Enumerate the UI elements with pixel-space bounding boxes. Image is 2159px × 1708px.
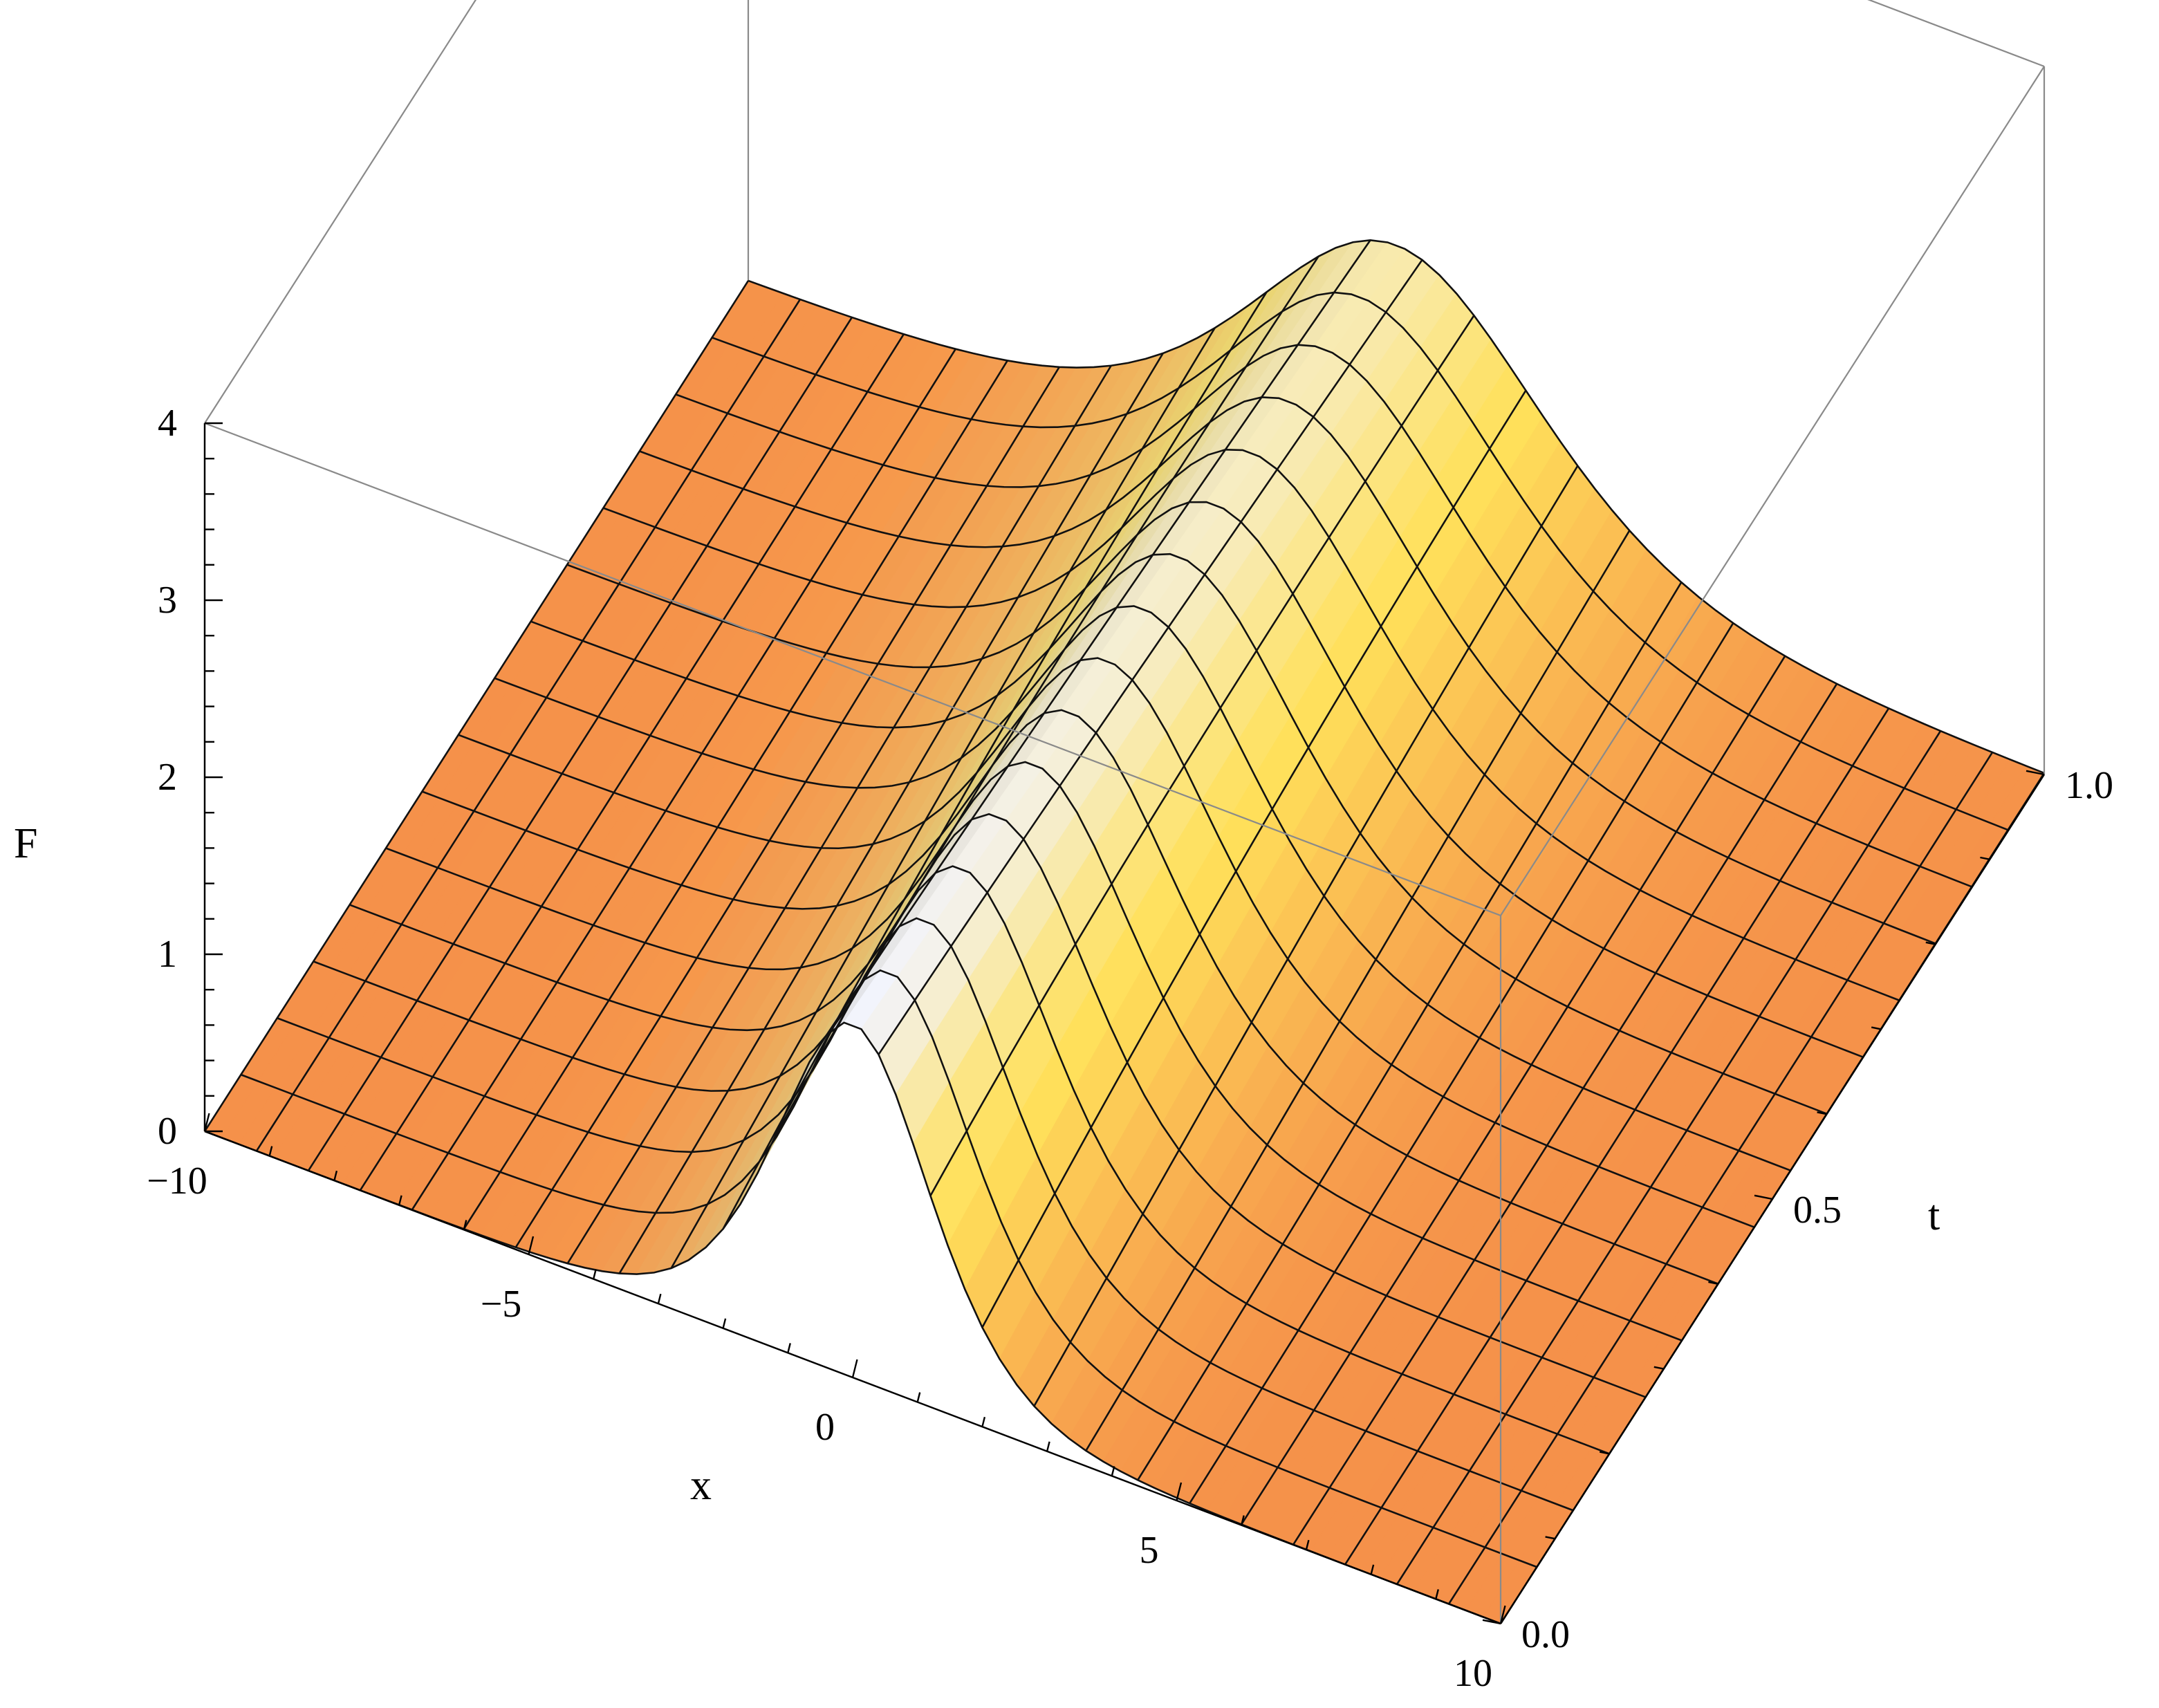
x-tick [528,1236,535,1255]
x-tick [1370,1564,1375,1575]
x-tick [916,1392,921,1402]
x-tick [1241,1515,1245,1525]
mesh-line-x [515,366,1060,1248]
z-tick-label: 3 [158,579,177,622]
mesh-line-x [722,291,1268,1229]
z-tick-label: 0 [158,1110,177,1153]
mesh-line-x [1137,582,1683,1481]
bounding-box-front [203,66,2046,1624]
mesh-line-x [307,317,853,1171]
x-tick [851,1359,858,1378]
x-tick [722,1318,727,1329]
mesh-line-t [494,605,1791,1171]
t-tick-label: 0.0 [1521,1613,1570,1656]
mesh-line-t [530,553,1828,1115]
mesh-line-t [349,813,1647,1398]
t-axis-label: t [1928,1192,1940,1239]
t-tick [1599,1451,1610,1455]
x-tick [1046,1441,1050,1452]
x-axis-label: x [690,1462,712,1509]
x-tick [463,1220,467,1230]
mesh-line-t [712,291,2009,831]
x-tick [1305,1539,1310,1550]
z-tick-label: 2 [158,756,177,799]
x-tick-label: 5 [1140,1529,1159,1572]
mesh-line-x [566,365,1112,1264]
t-tick [2026,770,2045,776]
mesh-line-t [385,761,1683,1342]
z-tick-label: 4 [158,402,177,445]
mesh-line-x [1033,465,1579,1407]
t-tick [1653,1366,1665,1370]
mesh-line-x [1396,730,1942,1585]
x-tick [1499,1605,1506,1624]
t-tick [1817,1111,1827,1115]
mesh-line-x [826,239,1371,1036]
x-tick [1176,1482,1183,1501]
x-tick [1111,1466,1115,1476]
mesh-line-x [929,315,1475,1196]
mesh-line-x [359,333,905,1191]
t-tick [1871,1026,1882,1030]
x-tick [268,1146,273,1156]
t-tick [1925,941,1936,945]
t-tick [1708,1281,1718,1285]
t-tick-label: 1.0 [2065,764,2113,807]
t-tick [1754,1194,1773,1200]
x-tick [333,1170,338,1181]
box-edge-front-1 [204,422,1501,917]
z-tick-label: 1 [158,933,177,976]
t-tick-label: 0.5 [1793,1189,1842,1232]
x-tick [981,1416,986,1427]
t-tick [1545,1536,1555,1540]
mesh-line-x [463,360,1008,1229]
mesh-line-x [203,280,750,1132]
t-tick [1980,856,1990,860]
x-tick [203,1113,210,1132]
mesh-line-x [411,348,956,1211]
t-tick [1482,1619,1501,1625]
surface-mesh [203,239,2046,1625]
box-edge-back-1 [204,0,477,424]
x-tick-label: −5 [481,1283,522,1326]
mesh-line-x [1189,622,1734,1504]
x-tick-label: 0 [815,1406,835,1449]
mesh-line-x [670,327,1216,1269]
x-tick [1435,1589,1439,1599]
mesh-line-x [618,353,1164,1274]
mesh-line-t [313,865,1610,1455]
mesh-line-t [675,344,1972,888]
mesh-line-x [981,390,1527,1328]
mesh-line-x [1085,530,1631,1451]
mesh-line-t [240,969,1537,1568]
mesh-line-t [566,501,1864,1058]
x-tick [593,1269,597,1279]
mesh-line-t [602,448,1900,1001]
mesh-line-x [1241,655,1786,1525]
mesh-line-t [458,657,1755,1228]
box-edge-back-2 [1867,0,2045,68]
mesh-line-x [255,299,801,1152]
axes: −10 −5 0 5 10 0.0 0.5 1.0 0 1 2 3 4 [147,402,2113,1695]
z-axis-label: F [14,820,37,867]
x-tick-label: 10 [1454,1652,1492,1695]
mesh-line-t [277,917,1574,1512]
mesh-line-t [748,239,2045,774]
mesh-line-x [1292,683,1838,1545]
mesh-line-x [1344,707,1890,1566]
mesh-line-x [878,259,1423,1055]
x-tick [657,1293,662,1304]
box-edge-front-2 [1500,66,2045,916]
x-tick [787,1343,791,1353]
mesh-line-t [639,396,1936,945]
mesh-line-t [421,709,1718,1285]
x-tick-label: −10 [147,1160,207,1203]
x-tick [398,1195,402,1206]
mesh-line-x [1447,752,1994,1605]
